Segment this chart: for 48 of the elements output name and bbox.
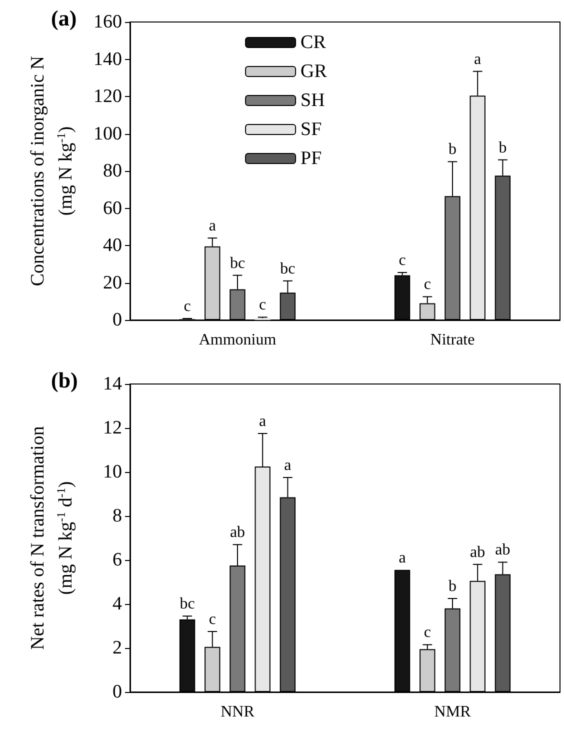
y-tick-label: 6 <box>112 550 122 570</box>
y-tick-label: 2 <box>112 638 122 658</box>
legend-label: PF <box>300 148 322 169</box>
data-label: b <box>498 139 507 156</box>
data-label: ab <box>495 542 510 559</box>
y-tick-label: 10 <box>103 462 122 482</box>
y-tick-label: 8 <box>112 506 122 526</box>
data-label: ab <box>470 544 486 561</box>
y-tick-label: 60 <box>103 198 122 219</box>
data-label: c <box>398 252 406 270</box>
data-label: bc <box>280 260 296 278</box>
legend-label: CR <box>300 32 326 53</box>
data-label: c <box>184 298 191 316</box>
data-label: c <box>208 611 216 628</box>
y-tick-label: 14 <box>103 374 122 394</box>
data-label: c <box>424 276 431 294</box>
data-label: a <box>284 457 292 474</box>
y-tick-label: 120 <box>94 86 122 107</box>
y-tick-label: 4 <box>112 594 122 614</box>
y-tick-label: 0 <box>112 310 122 330</box>
data-label: b <box>448 141 456 158</box>
data-label: c <box>424 624 431 642</box>
legend-label: GR <box>300 61 328 82</box>
x-tick-label: NMR <box>434 704 472 720</box>
data-label: c <box>259 296 266 314</box>
chart-title: (a) <box>51 6 77 30</box>
y-tick-label: 140 <box>94 48 122 70</box>
legend-label: SH <box>300 90 326 111</box>
x-tick-label: NNR <box>220 704 255 720</box>
data-label: bc <box>230 254 246 272</box>
x-tick-label: Ammonium <box>198 332 277 348</box>
y-tick-label: 12 <box>103 418 122 438</box>
data-label: b <box>448 578 456 595</box>
y-tick-label: 100 <box>94 123 122 144</box>
data-label: a <box>259 413 266 430</box>
data-label: a <box>398 549 406 566</box>
data-label: a <box>474 50 482 68</box>
data-label: ab <box>230 524 246 542</box>
y-tick-label: 0 <box>112 682 122 702</box>
x-tick-label: Nitrate <box>430 332 475 348</box>
y-tick-label: 20 <box>103 272 122 294</box>
data-label: bc <box>180 596 195 613</box>
y-tick-label: 80 <box>103 160 122 182</box>
y-tick-label: 160 <box>94 12 122 32</box>
y-tick-label: 40 <box>103 235 122 256</box>
chart-title: (b) <box>51 368 78 392</box>
legend-label: SF <box>300 119 322 140</box>
data-label: a <box>208 218 216 235</box>
